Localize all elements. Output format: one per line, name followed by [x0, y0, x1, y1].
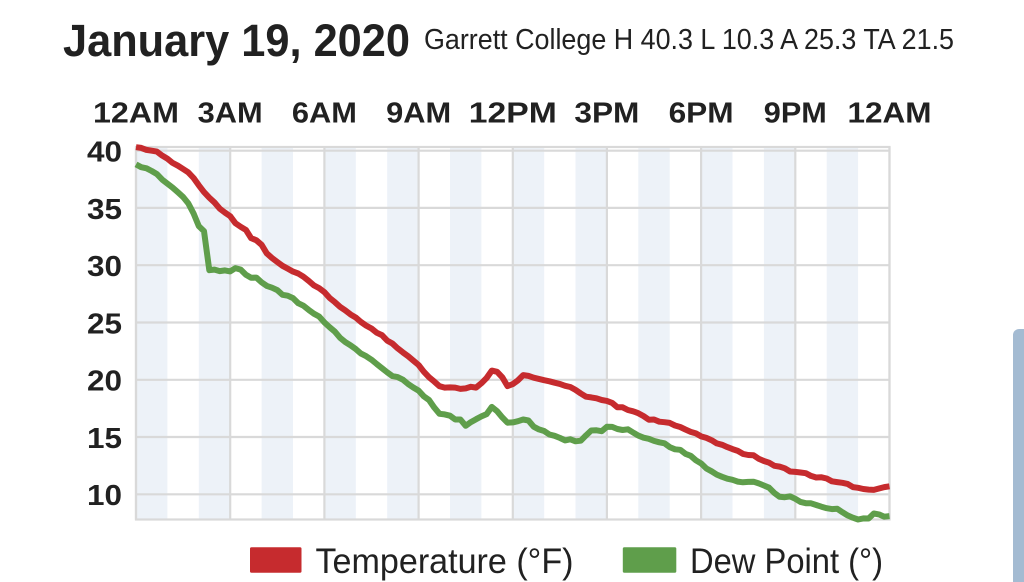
svg-text:3PM: 3PM: [574, 98, 639, 130]
svg-text:Garrett College H 40.3 L 10.3: Garrett College H 40.3 L 10.3 A 25.3 TA …: [424, 24, 954, 56]
svg-text:25: 25: [87, 308, 122, 340]
svg-text:6AM: 6AM: [292, 98, 357, 130]
svg-text:20: 20: [87, 366, 122, 398]
svg-text:10: 10: [87, 480, 122, 512]
svg-text:Dew Point (°): Dew Point (°): [690, 542, 883, 581]
svg-text:12AM: 12AM: [848, 98, 932, 130]
svg-text:30: 30: [87, 251, 122, 283]
svg-text:9PM: 9PM: [764, 98, 827, 130]
svg-text:9AM: 9AM: [386, 98, 451, 130]
svg-text:35: 35: [87, 194, 122, 226]
svg-text:January 19, 2020: January 19, 2020: [63, 15, 410, 66]
svg-text:15: 15: [87, 423, 122, 455]
svg-text:6PM: 6PM: [669, 98, 734, 130]
svg-text:3AM: 3AM: [198, 98, 263, 130]
svg-text:40: 40: [87, 137, 122, 169]
svg-text:Temperature (°F): Temperature (°F): [316, 542, 574, 581]
svg-text:12AM: 12AM: [93, 98, 179, 130]
svg-text:12PM: 12PM: [469, 98, 557, 130]
